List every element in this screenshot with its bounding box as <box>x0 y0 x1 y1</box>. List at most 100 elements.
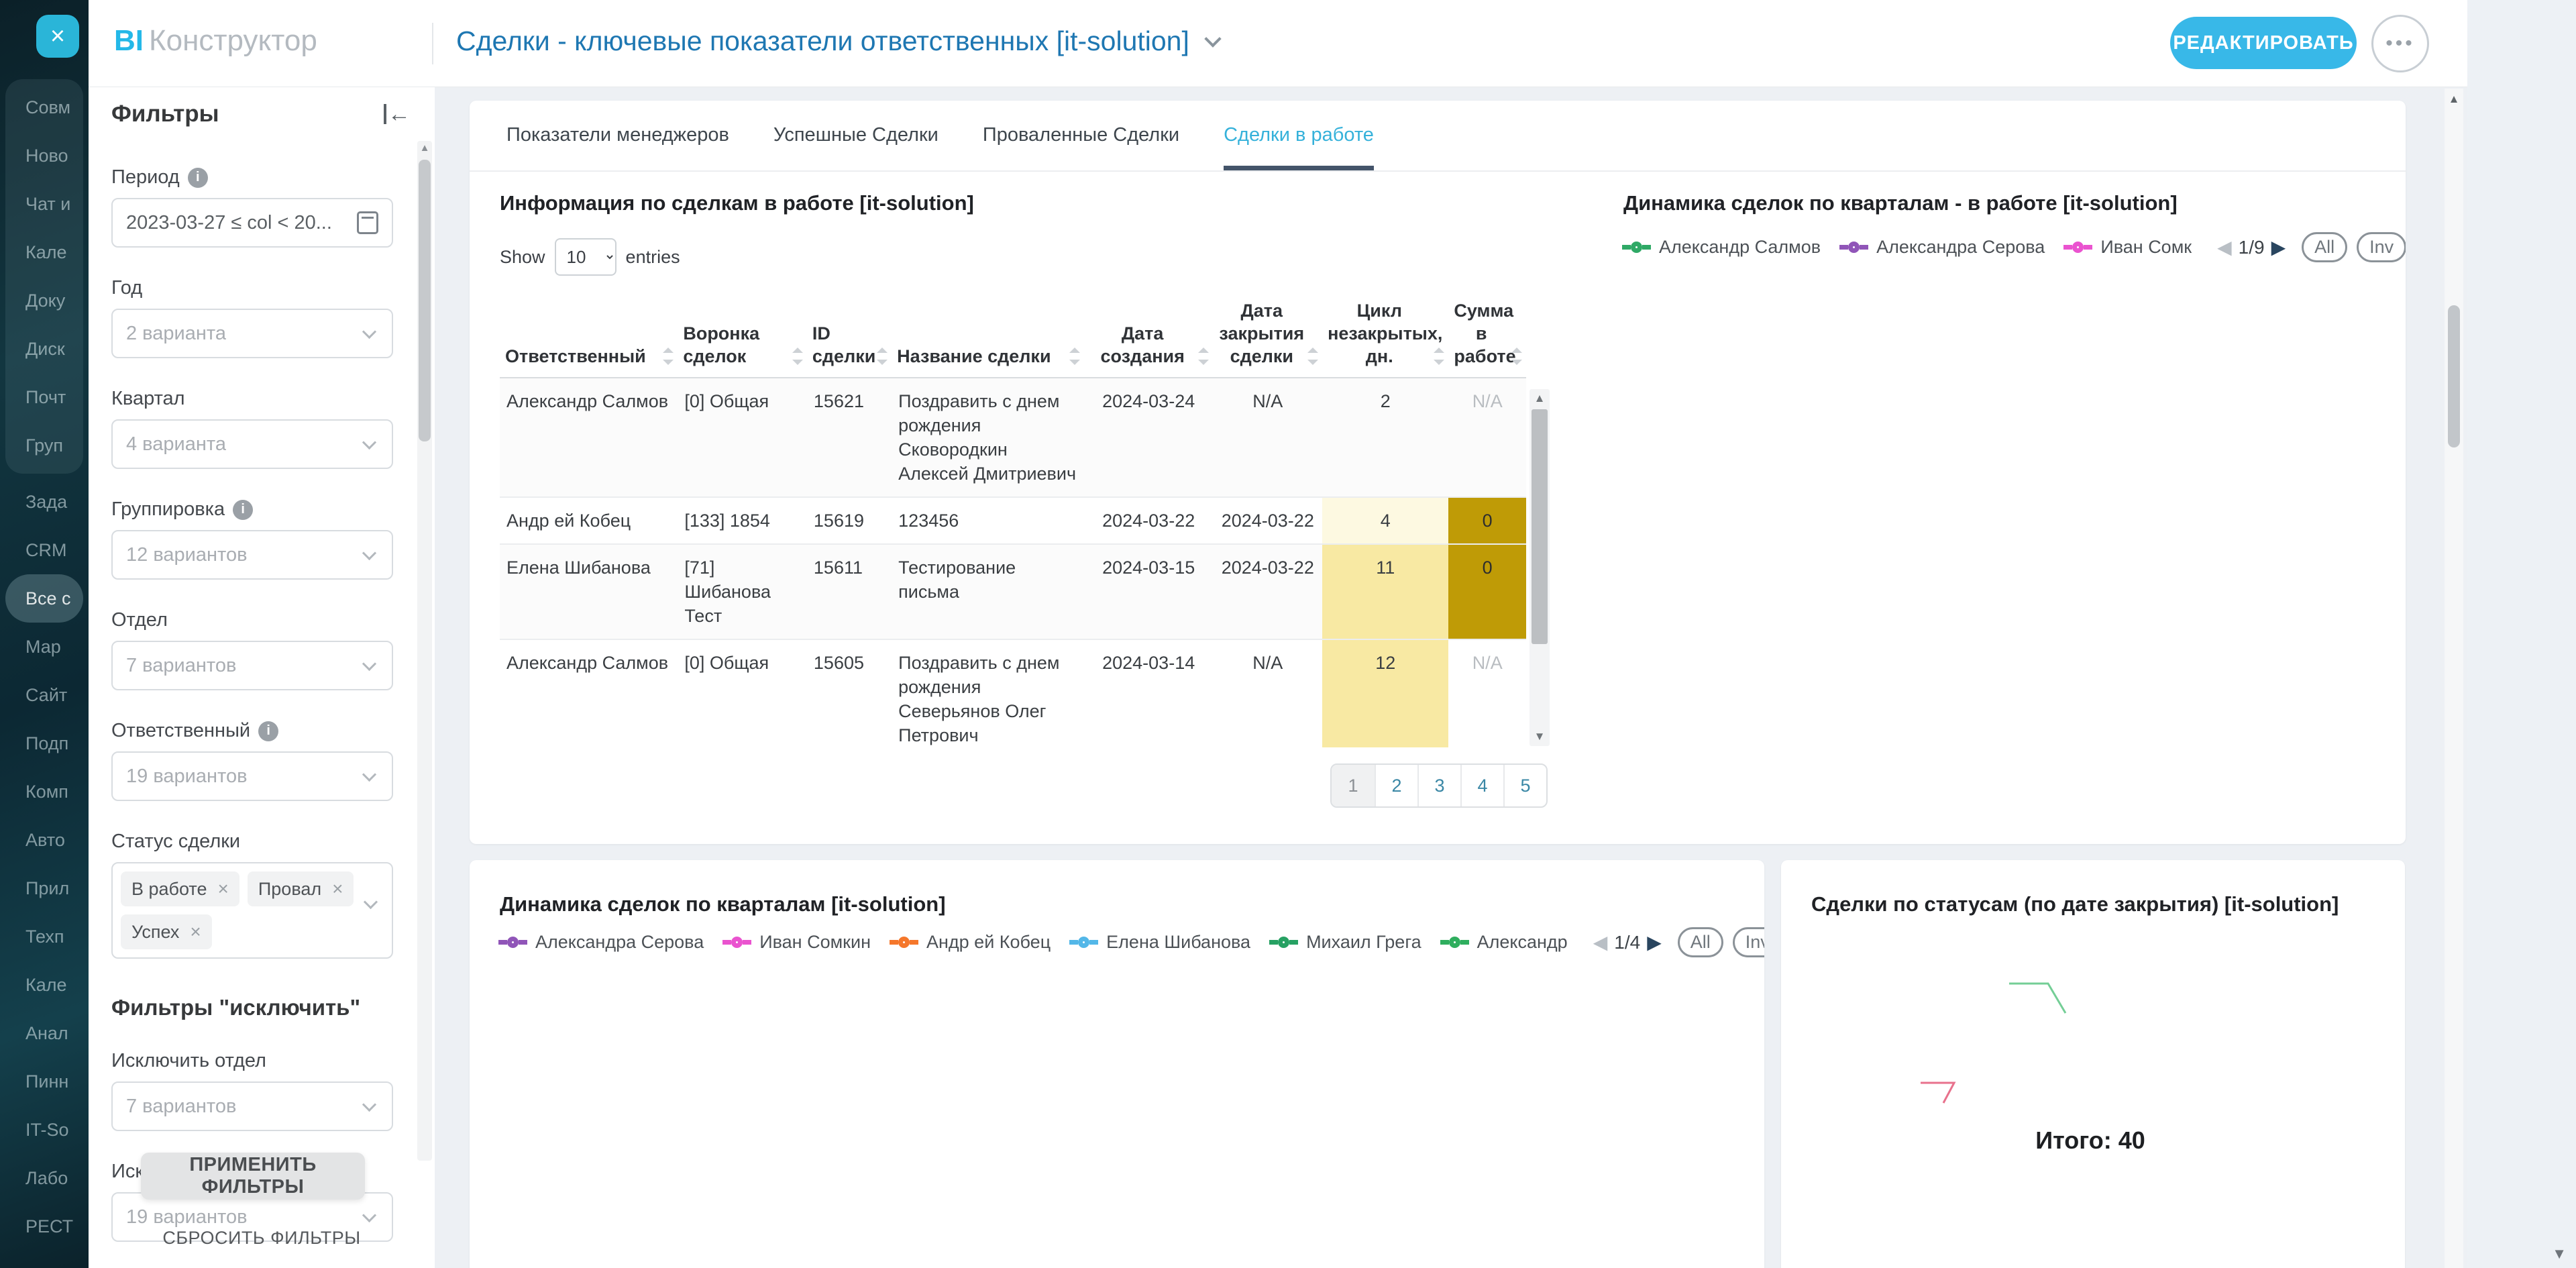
sort-icon[interactable] <box>1307 348 1318 365</box>
table-header-row: ОтветственныйВоронка сделокID сделкиНазв… <box>500 294 1526 378</box>
column-header[interactable]: Дата закрытия сделки <box>1213 294 1322 378</box>
sidebar-item[interactable]: Анал <box>5 1009 83 1057</box>
sidebar-item[interactable]: Лабо <box>5 1154 83 1202</box>
legend-item[interactable]: Иван Сомкин <box>722 932 871 953</box>
main-scrollbar[interactable]: ▲ <box>2445 89 2463 1268</box>
sort-icon[interactable] <box>1198 348 1209 365</box>
column-header[interactable]: ID сделки <box>807 294 892 378</box>
legend-item[interactable]: Андр ей Кобец <box>890 932 1051 953</box>
legend-next-icon[interactable]: ▶ <box>1647 931 1662 953</box>
page-title[interactable]: Сделки - ключевые показатели ответственн… <box>456 25 1219 57</box>
sidebar-item[interactable]: Ново <box>5 131 83 180</box>
table-scrollbar[interactable]: ▲ ▼ <box>1529 389 1550 746</box>
table-row[interactable]: Александр Салмов[0] Общая15605Поздравить… <box>500 639 1526 747</box>
page-button[interactable]: 4 <box>1460 765 1503 806</box>
tab-item[interactable]: Показатели менеджеров <box>506 101 729 169</box>
filter-select[interactable]: 7 вариантов <box>111 641 393 690</box>
scroll-down-icon[interactable]: ▼ <box>2552 1245 2567 1263</box>
scroll-down-icon[interactable]: ▼ <box>1529 730 1550 743</box>
app-logo[interactable]: BIКонструктор <box>114 24 317 58</box>
tab-active[interactable]: Сделки в работе <box>1224 101 1374 169</box>
filters-scrollbar[interactable]: ▲ <box>417 141 432 1161</box>
edit-button[interactable]: РЕДАКТИРОВАТЬ <box>2170 17 2357 69</box>
filter-select[interactable]: 19 вариантов <box>111 751 393 801</box>
column-header[interactable]: Название сделки <box>892 294 1084 378</box>
scroll-up-icon[interactable]: ▲ <box>2445 93 2463 106</box>
legend-item[interactable]: Александр <box>1440 932 1568 953</box>
legend-next-icon[interactable]: ▶ <box>2271 236 2286 258</box>
sidebar-item[interactable]: Авто <box>5 816 83 864</box>
sidebar-item[interactable]: IT-So <box>5 1106 83 1154</box>
scroll-up-icon[interactable]: ▲ <box>1529 392 1550 405</box>
legend-item[interactable]: Михаил Грега <box>1269 932 1421 953</box>
sidebar-item[interactable]: Комп <box>5 768 83 816</box>
legend-inv-button[interactable]: Inv <box>1733 927 1764 957</box>
sidebar-item[interactable]: РЕСТ <box>5 1202 83 1251</box>
sort-icon[interactable] <box>792 348 803 365</box>
close-button[interactable]: × <box>36 15 79 58</box>
remove-chip-icon[interactable]: × <box>332 878 343 900</box>
sidebar-item[interactable]: Пинн <box>5 1057 83 1106</box>
filter-select[interactable]: 12 вариантов <box>111 530 393 580</box>
table-row[interactable]: Елена Шибанова[71] Шибанова Тест15611Тес… <box>500 544 1526 639</box>
sidebar-item[interactable]: Груп <box>5 421 83 470</box>
tab-item[interactable]: Проваленные Сделки <box>983 101 1179 169</box>
page-button[interactable]: 5 <box>1503 765 1546 806</box>
tab-item[interactable]: Успешные Сделки <box>773 101 938 169</box>
sort-icon[interactable] <box>1511 348 1522 365</box>
sidebar-item[interactable]: Сайт <box>5 671 83 719</box>
period-date-input[interactable]: 2023-03-27 ≤ col < 20... <box>111 198 393 248</box>
sidebar-menu: ЗадаCRMВсе сМарСайтПодпКомпАвтоПрилТехпК… <box>5 478 83 1251</box>
legend-inv-button[interactable]: Inv <box>2357 232 2406 262</box>
filter-select[interactable]: 4 варианта <box>111 419 393 469</box>
sort-icon[interactable] <box>877 348 888 365</box>
sort-icon[interactable] <box>1434 348 1444 365</box>
remove-chip-icon[interactable]: × <box>190 921 201 943</box>
column-header[interactable]: Ответственный <box>500 294 678 378</box>
sidebar-item[interactable]: Совм <box>5 83 83 131</box>
sort-icon[interactable] <box>663 348 674 365</box>
sidebar-item[interactable]: Кале <box>5 961 83 1009</box>
status-chip-label: В работе <box>131 879 207 900</box>
remove-chip-icon[interactable]: × <box>218 878 229 900</box>
sidebar-item[interactable]: Почт <box>5 373 83 421</box>
more-options-button[interactable]: ••• <box>2371 15 2429 72</box>
sidebar-item[interactable]: Диск <box>5 325 83 373</box>
filter-select[interactable]: 2 варианта <box>111 309 393 358</box>
sidebar-item[interactable]: Доку <box>5 276 83 325</box>
legend-prev-icon[interactable]: ◀ <box>1593 931 1608 953</box>
legend-all-button[interactable]: All <box>2302 232 2347 262</box>
status-multiselect[interactable]: В работе×Провал×Успех× <box>111 862 393 959</box>
sort-icon[interactable] <box>1069 348 1080 365</box>
column-header[interactable]: Воронка сделок <box>678 294 807 378</box>
page-button[interactable]: 2 <box>1375 765 1417 806</box>
page-button[interactable]: 1 <box>1332 765 1375 806</box>
reset-filters-button[interactable]: СБРОСИТЬ ФИЛЬТРЫ <box>89 1228 435 1249</box>
page-button[interactable]: 3 <box>1417 765 1460 806</box>
legend-all-button[interactable]: All <box>1678 927 1723 957</box>
sidebar-item[interactable]: Подп <box>5 719 83 768</box>
column-header[interactable]: Дата создания <box>1084 294 1214 378</box>
table-row[interactable]: Александр Салмов[0] Общая15621Поздравить… <box>500 378 1526 497</box>
apply-filters-button[interactable]: ПРИМЕНИТЬ ФИЛЬТРЫ <box>141 1153 365 1200</box>
legend-item[interactable]: Александр Салмов <box>1622 237 1821 258</box>
sidebar-item[interactable]: Зада <box>5 478 83 526</box>
legend-item[interactable]: Иван Сомк <box>2063 237 2192 258</box>
sidebar-item[interactable]: Чат и <box>5 180 83 228</box>
sidebar-item[interactable]: Мар <box>5 623 83 671</box>
legend-item[interactable]: Александра Серова <box>498 932 704 953</box>
collapse-panel-icon[interactable]: ← <box>384 104 411 124</box>
sidebar-item[interactable]: Прил <box>5 864 83 912</box>
sidebar-item[interactable]: Кале <box>5 228 83 276</box>
sidebar-item[interactable]: Техп <box>5 912 83 961</box>
legend-item[interactable]: Александра Серова <box>1839 237 2045 258</box>
column-header[interactable]: Сумма в работе <box>1448 294 1526 378</box>
column-header[interactable]: Цикл незакрытых, дн. <box>1322 294 1448 378</box>
page-size-select[interactable]: 10 <box>555 238 616 276</box>
legend-item[interactable]: Елена Шибанова <box>1069 932 1250 953</box>
filter-select[interactable]: 7 вариантов <box>111 1081 393 1131</box>
sidebar-item[interactable]: CRM <box>5 526 83 574</box>
sidebar-item[interactable]: Все с <box>5 574 83 623</box>
legend-prev-icon[interactable]: ◀ <box>2217 236 2232 258</box>
table-row[interactable]: Андр ей Кобец[133] 1854156191234562024-0… <box>500 497 1526 544</box>
